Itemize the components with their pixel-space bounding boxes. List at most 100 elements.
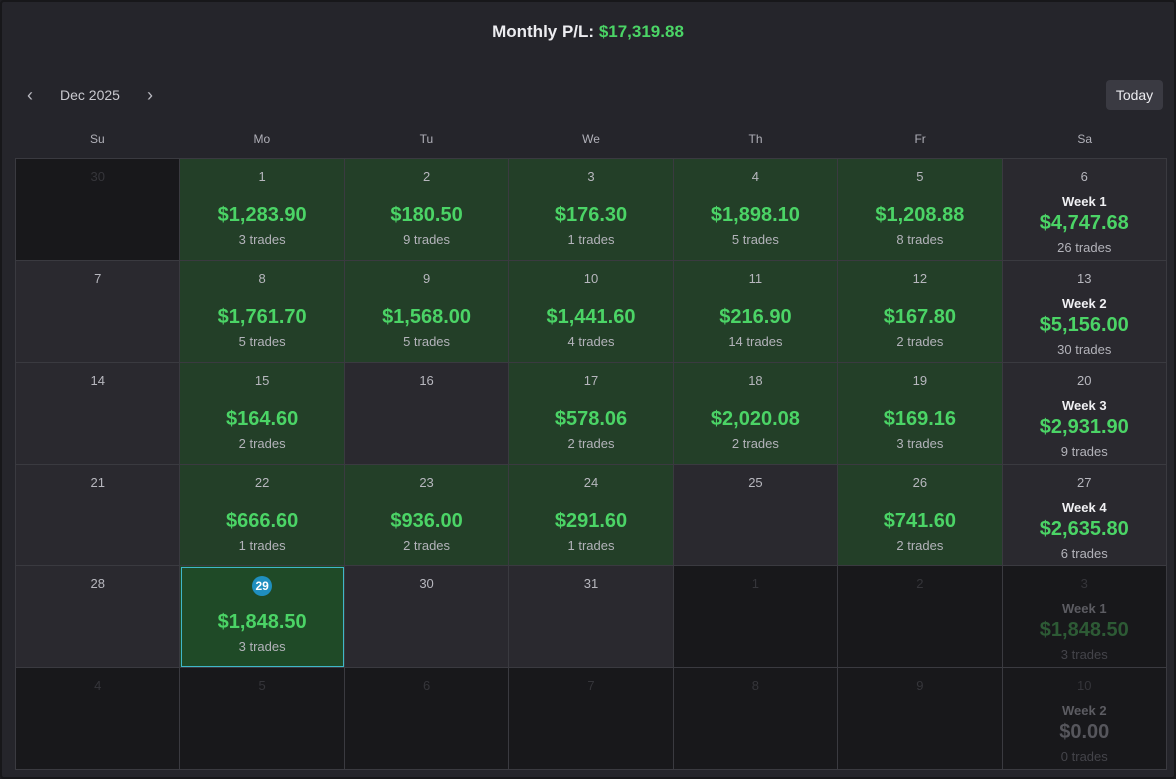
day-cell[interactable]: 12 $167.80 2 trades <box>838 260 1003 363</box>
week-pnl: $0.00 <box>1059 721 1110 744</box>
week-trade-count: 30 trades <box>1057 341 1112 357</box>
day-pnl: $1,568.00 <box>382 305 472 328</box>
weekday-label: Fr <box>914 132 926 146</box>
day-cell[interactable]: 30 <box>344 566 510 669</box>
weekday-label: Su <box>89 132 105 146</box>
day-cell[interactable]: 30 <box>16 159 181 261</box>
day-number: 3 <box>587 169 595 184</box>
day-cell[interactable]: 10 $1,441.60 4 trades <box>509 260 674 363</box>
day-number: 9 <box>916 678 924 694</box>
day-cell[interactable]: 9 $1,568.00 5 trades <box>344 260 510 363</box>
day-trade-count: 1 trades <box>238 537 286 553</box>
today-day-badge: 29 <box>252 576 273 597</box>
day-cell[interactable]: 5 <box>180 668 345 770</box>
day-number: 8 <box>258 270 266 286</box>
day-number: 18 <box>748 372 763 388</box>
day-cell[interactable]: 1 $1,283.90 3 trades <box>180 159 345 261</box>
day-cell[interactable]: 4 $1,898.10 5 trades <box>673 159 839 261</box>
week-label: Week 2 <box>1061 703 1107 719</box>
today-button[interactable]: Today <box>1106 80 1163 110</box>
day-cell[interactable]: 29 $1,848.50 3 trades <box>180 566 345 669</box>
day-number: 1 <box>751 576 760 592</box>
week-pnl: $1,848.50 <box>1039 619 1129 642</box>
day-cell[interactable]: 26 $741.60 2 trades <box>838 464 1003 567</box>
day-cell[interactable]: 15 $164.60 2 trades <box>180 362 345 465</box>
day-trade-count: 8 trades <box>896 232 944 247</box>
week-summary-cell[interactable]: 13 Week 2 $5,156.00 30 trades <box>1002 260 1167 363</box>
week-label: Week 1 <box>1061 601 1107 617</box>
day-cell[interactable]: 14 <box>16 362 181 465</box>
week-summary-cell[interactable]: 20 Week 3 $2,931.90 9 trades <box>1002 362 1167 465</box>
day-pnl: $1,848.50 <box>217 611 307 634</box>
day-number: 6 <box>1080 169 1088 184</box>
day-pnl: $291.60 <box>554 509 628 532</box>
day-number: 10 <box>1077 678 1092 694</box>
week-pnl: $5,156.00 <box>1039 313 1129 336</box>
day-number: 5 <box>258 678 266 694</box>
day-pnl: $180.50 <box>390 204 463 226</box>
day-trade-count: 2 trades <box>567 435 615 451</box>
current-month-label: Dec 2025 <box>60 87 120 103</box>
day-pnl: $167.80 <box>883 305 956 328</box>
day-cell[interactable]: 24 $291.60 1 trades <box>509 464 674 567</box>
day-cell[interactable]: 19 $169.16 3 trades <box>838 362 1003 465</box>
day-number: 23 <box>419 474 434 490</box>
day-number: 11 <box>748 270 763 286</box>
day-cell[interactable]: 17 $578.06 2 trades <box>509 362 674 465</box>
day-pnl: $216.90 <box>719 305 792 328</box>
day-trade-count: 14 trades <box>728 333 783 349</box>
day-number: 22 <box>254 474 270 490</box>
week-pnl: $2,931.90 <box>1039 415 1129 438</box>
day-cell[interactable]: 5 $1,208.88 8 trades <box>838 159 1003 261</box>
day-number: 17 <box>583 372 599 388</box>
day-pnl: $2,020.08 <box>710 407 800 430</box>
next-month-chevron-right-icon[interactable]: › <box>146 84 153 105</box>
day-cell[interactable]: 2 <box>838 566 1003 669</box>
weekday-label: Sa <box>1077 132 1093 146</box>
day-cell[interactable]: 6 <box>344 668 510 770</box>
day-number: 21 <box>90 474 105 490</box>
day-cell[interactable]: 28 <box>16 566 181 669</box>
day-number: 4 <box>94 678 102 694</box>
day-cell[interactable]: 21 <box>16 464 181 567</box>
week-label: Week 3 <box>1061 397 1107 413</box>
day-trade-count: 2 trades <box>238 435 286 451</box>
day-cell[interactable]: 25 <box>673 464 839 567</box>
day-cell[interactable]: 2 $180.50 9 trades <box>344 159 510 261</box>
week-summary-cell[interactable]: 6 Week 1 $4,747.68 26 trades <box>1002 159 1167 261</box>
week-summary-cell[interactable]: 3 Week 1 $1,848.50 3 trades <box>1002 566 1167 669</box>
month-navigator: ‹ Dec 2025 › <box>16 80 164 110</box>
day-number: 1 <box>258 169 266 184</box>
day-trade-count: 2 trades <box>896 333 944 349</box>
day-trade-count: 5 trades <box>731 232 779 247</box>
day-cell[interactable]: 22 $666.60 1 trades <box>180 464 345 567</box>
day-pnl: $578.06 <box>554 407 628 430</box>
day-cell[interactable]: 23 $936.00 2 trades <box>344 464 510 567</box>
day-cell[interactable]: 1 <box>673 566 839 669</box>
day-cell[interactable]: 9 <box>838 668 1003 770</box>
day-pnl: $666.60 <box>225 509 299 532</box>
week-summary-cell[interactable]: 27 Week 4 $2,635.80 6 trades <box>1002 464 1167 567</box>
day-trade-count: 3 trades <box>896 435 944 451</box>
day-pnl: $176.30 <box>554 204 628 226</box>
week-summary-cell[interactable]: 10 Week 2 $0.00 0 trades <box>1002 668 1167 770</box>
day-cell[interactable]: 8 $1,761.70 5 trades <box>180 260 345 363</box>
day-cell[interactable]: 8 <box>673 668 839 770</box>
calendar-grid: 30 1 $1,283.90 3 trades 2 $180.50 9 trades 3 $17… <box>15 158 1167 770</box>
day-cell[interactable]: 18 $2,020.08 2 trades <box>673 362 839 465</box>
day-trade-count: 1 trades <box>567 232 615 247</box>
day-number: 20 <box>1077 372 1092 388</box>
day-cell[interactable]: 31 <box>509 566 674 669</box>
day-cell[interactable]: 7 <box>509 668 674 770</box>
day-number: 6 <box>422 678 431 694</box>
day-cell[interactable]: 7 <box>16 260 181 363</box>
week-pnl: $2,635.80 <box>1039 517 1129 540</box>
prev-month-chevron-left-icon[interactable]: ‹ <box>27 84 33 105</box>
day-cell[interactable]: 16 <box>344 362 510 465</box>
day-cell[interactable]: 4 <box>16 668 181 770</box>
day-trade-count: 2 trades <box>731 435 779 451</box>
day-pnl: $169.16 <box>883 407 956 430</box>
week-trade-count: 0 trades <box>1060 749 1108 765</box>
day-cell[interactable]: 11 $216.90 14 trades <box>673 260 839 363</box>
day-cell[interactable]: 3 $176.30 1 trades <box>509 159 674 261</box>
